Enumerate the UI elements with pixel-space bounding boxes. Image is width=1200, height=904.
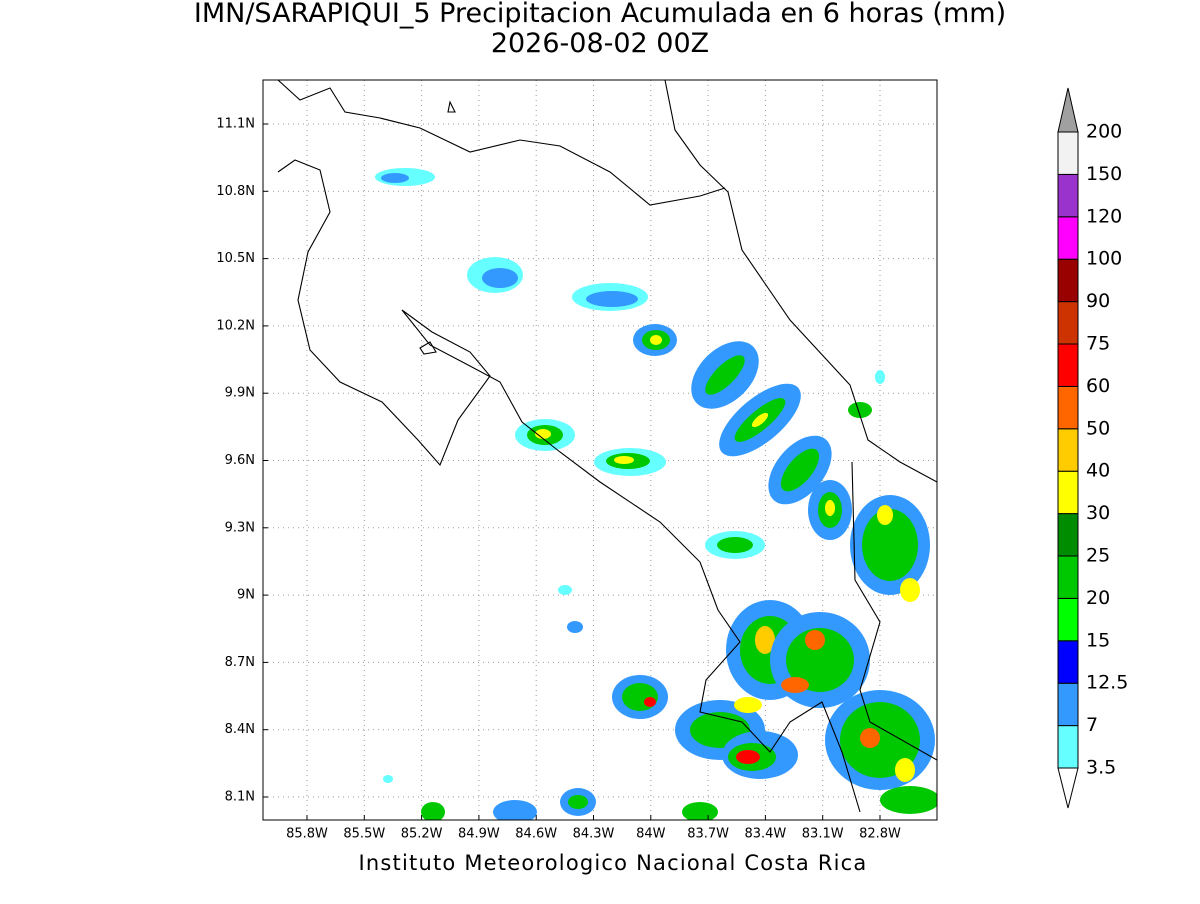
colorbar-label: 7 (1086, 714, 1098, 736)
x-tick-label: 84.6W (515, 827, 557, 842)
colorbar-segment (1057, 682, 1079, 727)
colorbar-segment (1057, 131, 1079, 175)
colorbar-below (1057, 767, 1079, 809)
colorbar-label: 75 (1086, 333, 1110, 355)
rain-cell (375, 168, 937, 820)
y-tick-label: 9.6N (225, 453, 255, 468)
colorbar-segment (1057, 173, 1079, 218)
colorbar-label: 200 (1086, 121, 1122, 143)
y-tick-label: 9.9N (225, 386, 255, 401)
colorbar-label: 150 (1086, 163, 1122, 185)
y-tick-label: 9N (237, 588, 255, 603)
x-tick-label: 85.2W (401, 827, 443, 842)
colorbar-segment (1057, 216, 1079, 260)
x-tick-label: 83.7W (687, 827, 729, 842)
colorbar-label: 90 (1086, 290, 1110, 312)
y-tick-label: 8.4N (225, 722, 255, 737)
colorbar-segment (1057, 258, 1079, 303)
colorbar-segment (1057, 555, 1079, 599)
colorbar-label: 120 (1086, 205, 1122, 227)
y-tick-label: 8.7N (225, 655, 255, 670)
colorbar-segment (1057, 725, 1079, 769)
graticule (263, 80, 937, 820)
y-tick-label: 8.1N (225, 790, 255, 805)
x-tick-label: 82.8W (859, 827, 901, 842)
x-tick-label: 85.5W (343, 827, 385, 842)
x-tick-label: 84.3W (573, 827, 615, 842)
x-tick-label: 83.4W (744, 827, 786, 842)
colorbar-label: 60 (1086, 375, 1110, 397)
y-tick-label: 10.5N (216, 251, 255, 266)
colorbar-segment (1057, 470, 1079, 515)
colorbar-label: 100 (1086, 248, 1122, 270)
colorbar-segment (1057, 343, 1079, 387)
colorbar-label: 40 (1086, 460, 1110, 482)
coastline (277, 80, 937, 813)
y-tick-label: 9.3N (225, 520, 255, 535)
colorbar: 3.5 7 12.5 15 20 25 30 40 50 60 75 90 100 120 150 200 (1057, 87, 1128, 809)
x-tick-label: 85.8W (286, 827, 328, 842)
colorbar-label: 30 (1086, 502, 1110, 524)
colorbar-segment (1057, 513, 1079, 557)
map-subtitle: 2026-08-02 00Z (491, 28, 709, 59)
axis-labels: 85.8W 85.5W 85.2W 84.9W 84.6W 84.3W 84W 83.7W 83… (216, 117, 901, 842)
precipitation-field (375, 168, 937, 820)
colorbar-segment (1057, 301, 1079, 345)
x-tick-label: 84.9W (458, 827, 500, 842)
map-title: IMN/SARAPIQUI_5 Precipitacion Acumulada … (194, 0, 1006, 29)
colorbar-segment (1057, 640, 1079, 684)
y-tick-label: 10.8N (216, 184, 255, 199)
colorbar-segment (1057, 385, 1079, 430)
y-tick-label: 11.1N (216, 117, 255, 132)
colorbar-label: 3.5 (1086, 757, 1116, 779)
colorbar-above (1057, 87, 1079, 133)
colorbar-label: 12.5 (1086, 672, 1128, 694)
x-tick-label: 84W (636, 827, 666, 842)
map-frame (262, 79, 938, 821)
colorbar-segment (1057, 597, 1079, 642)
colorbar-label: 20 (1086, 587, 1110, 609)
footer: Instituto Meteorologico Nacional Costa R… (359, 851, 868, 875)
colorbar-label: 25 (1086, 545, 1110, 567)
y-tick-label: 10.2N (216, 318, 255, 333)
x-tick-label: 83.1W (802, 827, 844, 842)
colorbar-segment (1057, 428, 1079, 472)
colorbar-label: 15 (1086, 629, 1110, 651)
colorbar-label: 50 (1086, 417, 1110, 439)
